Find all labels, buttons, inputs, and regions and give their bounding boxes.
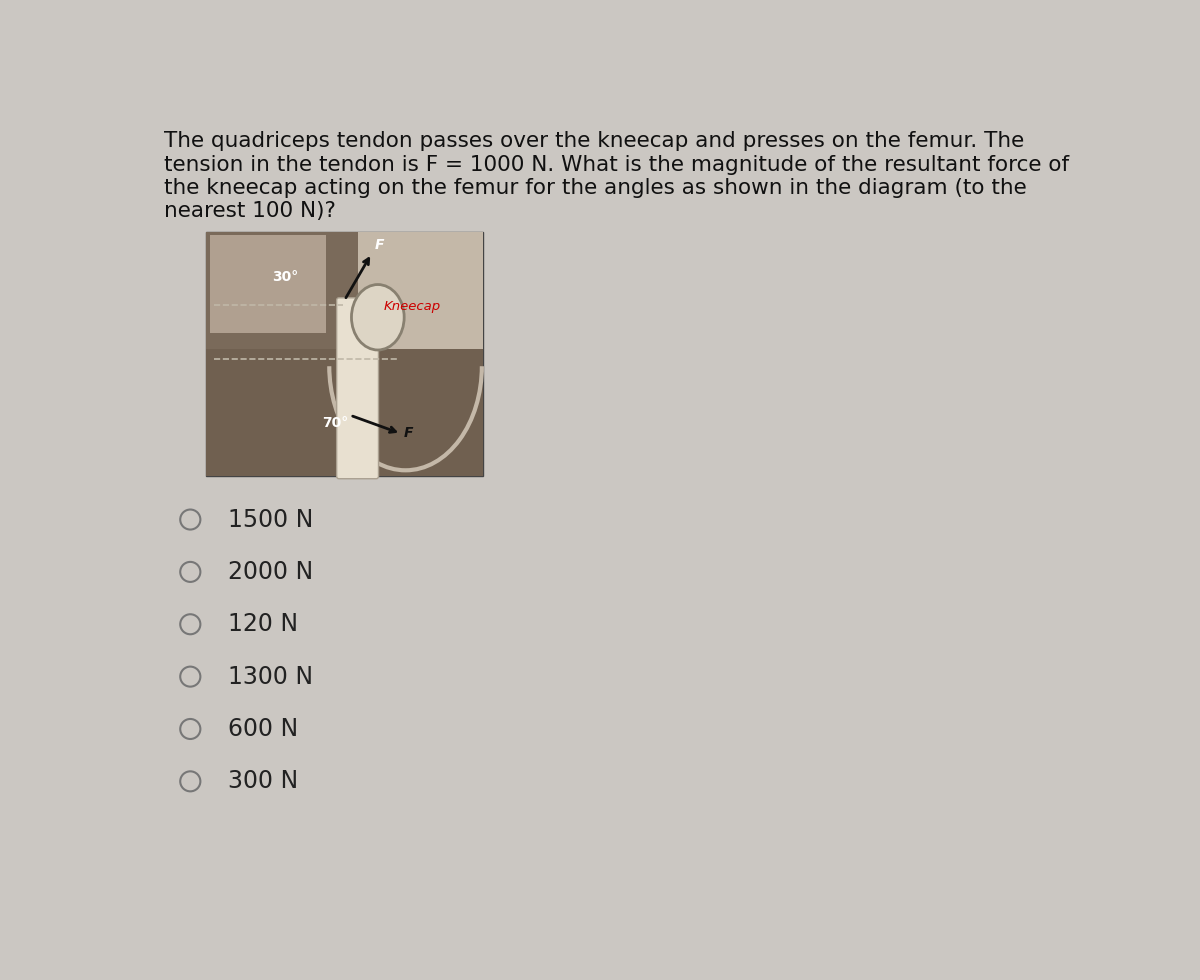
Text: The quadriceps tendon passes over the kneecap and presses on the femur. The
tens: The quadriceps tendon passes over the kn… [164,131,1069,221]
Bar [359,231,484,367]
Text: 1300 N: 1300 N [228,664,313,689]
Text: 300 N: 300 N [228,769,298,794]
FancyBboxPatch shape [210,235,326,333]
Text: 120 N: 120 N [228,612,298,636]
Bar [206,231,484,476]
Bar [206,349,484,476]
Text: 600 N: 600 N [228,717,298,741]
Text: 2000 N: 2000 N [228,560,313,584]
Text: 30°: 30° [272,270,299,283]
FancyBboxPatch shape [337,298,378,479]
Text: 70°: 70° [323,416,348,430]
Text: Kneecap: Kneecap [383,300,440,313]
Text: F: F [404,425,414,440]
Text: 1500 N: 1500 N [228,508,313,531]
Bar [206,231,359,349]
Text: F: F [374,238,384,252]
Ellipse shape [352,284,404,350]
